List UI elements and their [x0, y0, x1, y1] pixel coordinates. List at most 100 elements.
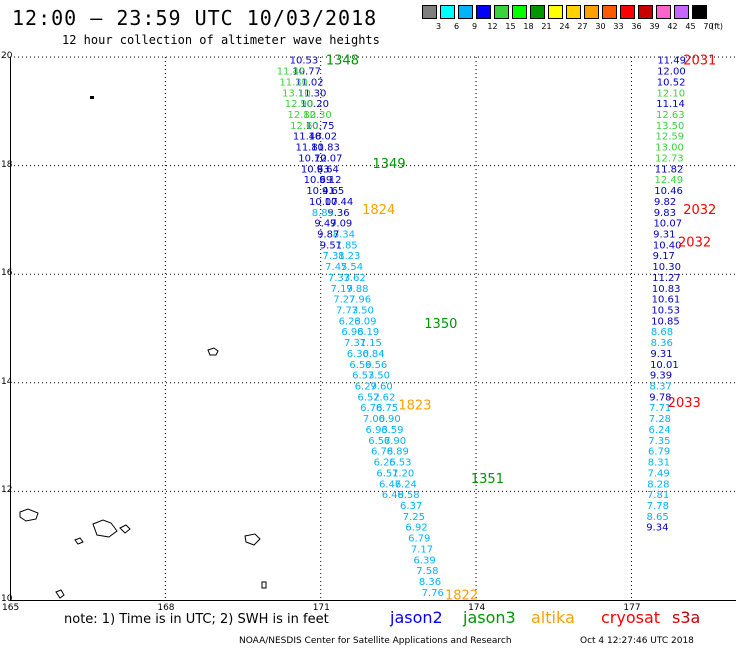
island	[261, 581, 267, 589]
color-scale-swatch	[692, 5, 707, 19]
wave-height-value: 8.36	[651, 338, 673, 349]
wave-height-value: 6.59	[381, 425, 403, 436]
color-scale-label: 39	[649, 22, 660, 31]
wave-height-value: 6.46	[379, 479, 401, 490]
wave-height-value: 9.31	[653, 229, 675, 240]
wave-height-value: 9.51	[320, 240, 342, 251]
wave-height-value: 6.59	[349, 360, 371, 371]
wave-height-value: 7.58	[416, 566, 438, 577]
wave-height-value: 6.90	[384, 436, 406, 447]
wave-height-value: 7.73	[336, 305, 358, 316]
map-frame	[10, 57, 736, 601]
wave-height-value: 6.56	[365, 360, 387, 371]
wave-height-value: 6.51	[376, 468, 398, 479]
wave-height-value: 10.77	[292, 67, 321, 78]
wave-height-value: 7.49	[647, 468, 669, 479]
wave-height-value: 7.76	[422, 588, 444, 599]
wave-height-value: 9.12	[319, 175, 341, 186]
wave-height-value: 7.28	[649, 414, 671, 425]
wave-height-value: 6.90	[379, 414, 401, 425]
altimeter-tracks: 10.5310.7711.0211.3010.2012.3010.7510.02…	[277, 56, 686, 599]
satellite-legend-cryosat: cryosat	[601, 608, 661, 627]
pass-time-label: 1350	[424, 317, 457, 332]
wave-height-value: 9.64	[317, 164, 339, 175]
pass-time-label: 1349	[373, 157, 406, 172]
wave-height-value: 9.87	[317, 229, 339, 240]
wave-height-value: 10.02	[308, 132, 337, 143]
wave-height-value: 10.52	[657, 77, 686, 88]
wave-height-value: 12.63	[656, 110, 685, 121]
wave-height-value: 10.63	[301, 164, 330, 175]
pass-time-label: 2033	[668, 396, 701, 411]
color-scale-swatch	[638, 5, 653, 19]
wave-height-value: 10.07	[314, 153, 343, 164]
wave-height-value: 7.27	[333, 295, 355, 306]
island	[90, 96, 94, 99]
color-scale-swatch	[548, 5, 563, 19]
wave-height-value: 7.62	[344, 273, 366, 284]
wave-height-value: 12.10	[657, 88, 686, 99]
longitude-label: 168	[157, 603, 175, 613]
wave-height-value: 6.19	[357, 327, 379, 338]
wave-height-value: 6.57	[368, 436, 390, 447]
wave-height-value: 7.25	[403, 512, 425, 523]
color-scale-label: 33	[613, 22, 624, 31]
wave-height-value: 7.71	[649, 403, 671, 414]
wave-height-value: 8.68	[651, 327, 673, 338]
pass-time-label: 1348	[326, 54, 359, 69]
wave-height-value: 11.30	[279, 77, 308, 88]
wave-height-value: 10.83	[311, 143, 340, 154]
wave-height-value: 10.01	[650, 360, 679, 371]
wave-height-value: 10.61	[652, 295, 681, 306]
jason2-track: 11.4211.3013.1012.9012.8012.6011.4811.81…	[277, 67, 404, 502]
wave-height-value: 8.37	[650, 382, 672, 393]
color-scale-label: 12	[487, 22, 498, 31]
color-scale-swatch	[656, 5, 671, 19]
wave-height-value: 7.62	[373, 392, 395, 403]
wave-height-value: 10.53	[651, 305, 680, 316]
wave-height-value: 6.25	[374, 458, 396, 469]
wave-height-value: 9.36	[327, 208, 349, 219]
wave-height-value: 11.27	[652, 273, 681, 284]
wave-height-value: 7.50	[368, 371, 390, 382]
wave-height-value: 9.09	[330, 219, 352, 230]
wave-height-value: 6.89	[387, 447, 409, 458]
color-scale-swatch	[674, 5, 689, 19]
wave-height-value: 8.31	[648, 458, 670, 469]
wave-height-value: 8.28	[647, 479, 669, 490]
wave-height-value: 7.24	[395, 479, 417, 490]
pass-time-label: 2032	[683, 203, 716, 218]
island	[92, 519, 118, 538]
color-scale-label: 21	[541, 22, 552, 31]
wave-height-value: 7.00	[363, 414, 385, 425]
wave-height-value: 6.98	[341, 327, 363, 338]
color-scale-label: 24	[559, 22, 570, 31]
color-scale-swatch	[422, 5, 437, 19]
wave-height-value: 6.58	[397, 490, 419, 501]
wave-height-value: 13.00	[655, 143, 684, 154]
longitude-label: 174	[468, 603, 486, 613]
longitude-label: 165	[2, 603, 20, 613]
grid-lines	[10, 56, 735, 600]
wave-height-value: 7.85	[335, 240, 357, 251]
satellite-legend-altika: altika	[531, 608, 575, 627]
wave-height-value: 7.88	[346, 284, 368, 295]
color-scale-label: 27	[577, 22, 588, 31]
color-scale-label: 18	[523, 22, 534, 31]
wave-height-value: 11.30	[298, 88, 327, 99]
wave-height-value: 11.81	[296, 143, 325, 154]
generation-timestamp: Oct 4 12:27:46 UTC 2018	[580, 636, 694, 646]
island	[244, 533, 261, 546]
wave-height-value: 7.20	[392, 468, 414, 479]
wave-height-value: 6.23	[339, 316, 361, 327]
wave-height-value: 7.78	[647, 501, 669, 512]
wave-height-value: 10.20	[300, 99, 329, 110]
wave-height-value: 13.10	[282, 88, 311, 99]
color-scale-swatch	[512, 5, 527, 19]
wave-height-value: 6.48	[382, 490, 404, 501]
color-scale-label: 70	[703, 22, 714, 31]
wave-height-value: 6.79	[408, 534, 430, 545]
wave-height-value: 11.02	[295, 77, 324, 88]
wave-height-value: 7.33	[328, 273, 350, 284]
